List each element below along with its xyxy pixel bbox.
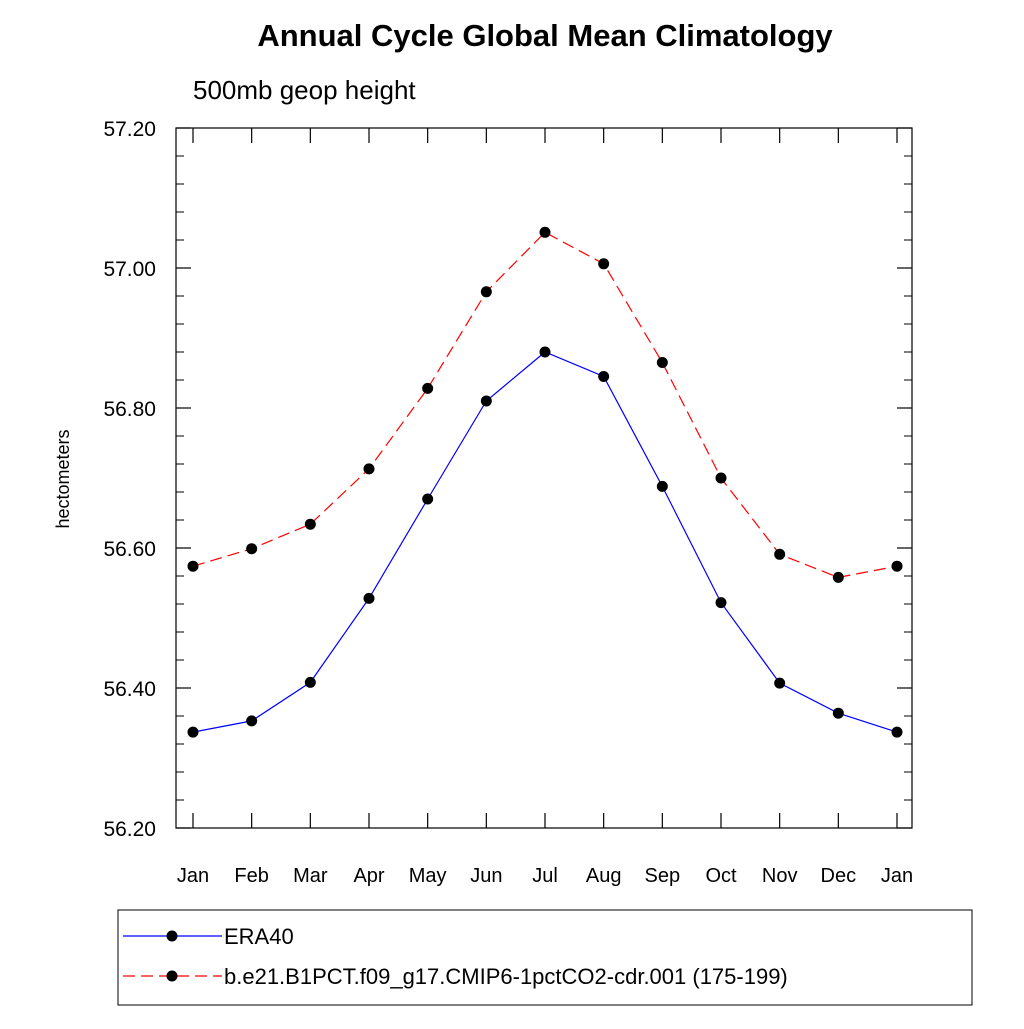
data-point [832, 571, 844, 583]
data-point [891, 726, 903, 738]
data-point [774, 548, 786, 560]
plot-area: 56.20 56.40 56.60 56.80 57.00 57.20 Jan Feb Mar A… [103, 118, 913, 887]
data-point [715, 472, 727, 484]
data-point [539, 346, 551, 358]
legend: ERA40 b.e21.B1PCT.f09_g17.CMIP6-1pctCO2-c… [117, 909, 973, 1006]
y-tick-label: 57.00 [103, 258, 156, 281]
legend-box [117, 909, 973, 1006]
x-tick-label: Aug [586, 865, 622, 887]
data-point [891, 560, 903, 572]
data-point [363, 592, 375, 604]
x-tick-label: Oct [705, 865, 737, 887]
x-tick-label: Nov [762, 865, 798, 887]
data-point [480, 286, 492, 298]
x-tick-label: Jul [532, 865, 558, 887]
legend-label: b.e21.B1PCT.f09_g17.CMIP6-1pctCO2-cdr.00… [224, 964, 788, 989]
data-point [187, 560, 199, 572]
data-point [363, 463, 375, 475]
chart-title: Annual Cycle Global Mean Climatology [257, 18, 833, 53]
x-tick-label: Dec [821, 865, 857, 887]
chart-subtitle: 500mb geop height [193, 75, 416, 105]
data-point [304, 676, 316, 688]
data-point [832, 707, 844, 719]
y-axis-label: hectometers [53, 429, 73, 528]
legend-marker [166, 970, 178, 982]
legend-marker [166, 930, 178, 942]
x-tick-label: Apr [353, 865, 384, 887]
x-tick-label: Feb [234, 865, 268, 887]
series-line-2 [192, 231, 898, 579]
y-tick-label: 56.20 [103, 818, 156, 841]
y-tick-label: 57.20 [103, 118, 156, 141]
data-point [304, 518, 316, 530]
data-point [480, 395, 492, 407]
data-point [422, 493, 434, 505]
data-point [539, 226, 551, 238]
data-point [656, 480, 668, 492]
y-tick-label: 56.80 [103, 398, 156, 421]
x-tick-label: Sep [645, 865, 681, 887]
x-tick-label: Mar [293, 865, 328, 887]
series-line-1 [192, 351, 898, 733]
data-point [715, 597, 727, 609]
data-point [187, 726, 199, 738]
data-point [246, 715, 258, 727]
data-point [598, 371, 610, 382]
data-point [598, 258, 610, 270]
x-tick-label: Jan [881, 865, 913, 887]
y-tick-label: 56.60 [103, 538, 156, 561]
data-point [246, 543, 258, 555]
x-tick-label: Jun [470, 865, 502, 887]
data-point [422, 382, 434, 394]
data-point [774, 677, 786, 689]
plot-frame [175, 127, 913, 829]
data-point [656, 357, 668, 368]
x-tick-label: Jan [177, 865, 209, 887]
legend-label: ERA40 [224, 924, 294, 949]
x-tick-label: May [409, 865, 447, 887]
y-tick-label: 56.40 [103, 678, 156, 701]
